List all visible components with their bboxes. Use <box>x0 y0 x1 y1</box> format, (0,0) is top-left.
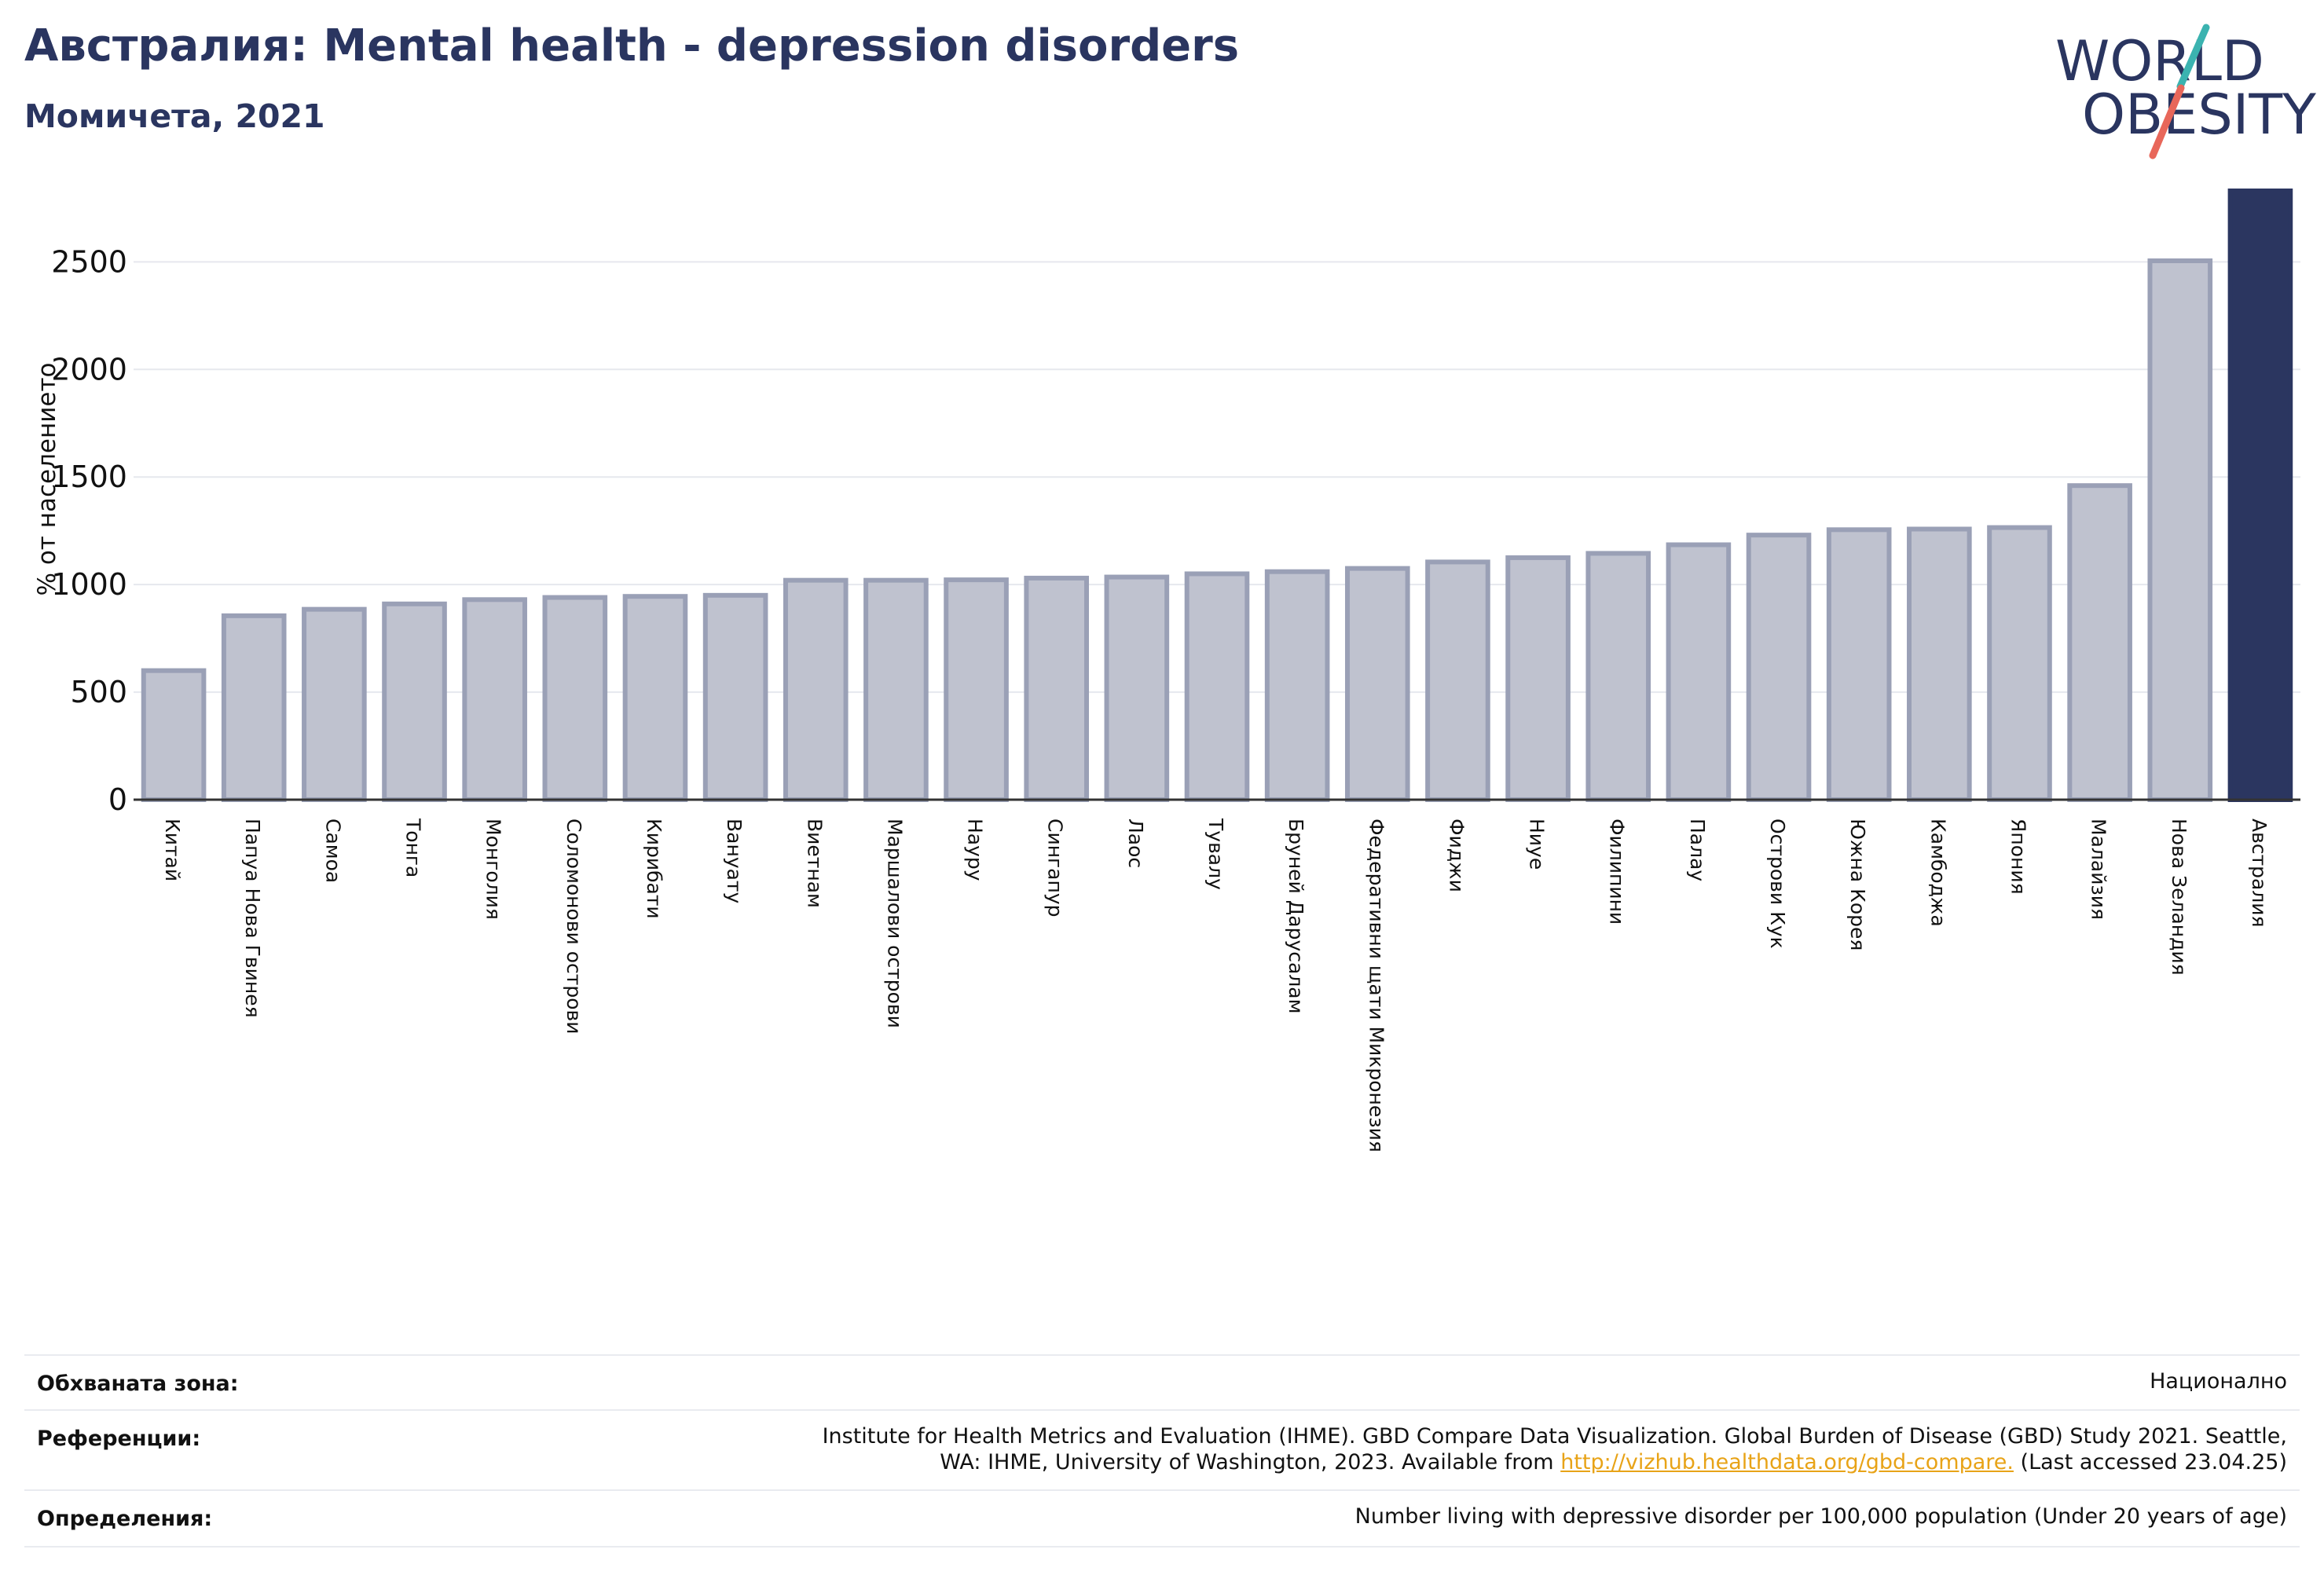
references-line-2: WA: IHME, University of Washington, 2023… <box>823 1449 2287 1475</box>
bar <box>1907 526 1972 802</box>
x-axis-labels: Китай Папуа Нова Гвинея Самоа Тонга Монголия… <box>161 818 2271 1152</box>
bar <box>462 597 527 802</box>
definitions-value: Number living with depressive disorder p… <box>1354 1504 2287 1529</box>
y-tick-label: 0 <box>108 782 127 817</box>
bar <box>1264 569 1330 802</box>
y-tick-label: 2000 <box>51 352 127 386</box>
x-tick-label: Маршалови острови <box>883 819 906 1028</box>
bar <box>863 577 929 802</box>
references-line-1: Institute for Health Metrics and Evaluat… <box>822 1424 2287 1449</box>
x-tick-label: Камбоджа <box>1926 819 1949 927</box>
footer-table: Обхваната зона: Национално Референции: I… <box>24 1354 2300 1548</box>
y-tick-label: 1500 <box>51 460 127 494</box>
x-tick-label: Острови Кук <box>1766 819 1789 949</box>
logo-text-obesity: OBESITY <box>2082 82 2316 147</box>
bar <box>542 595 608 803</box>
x-tick-label: Самоа <box>321 819 344 883</box>
x-tick-label: Федеративни щати Микронезия <box>1365 819 1387 1152</box>
x-tick-label: Нова Зеландия <box>2168 819 2190 976</box>
x-tick-label: Тувалу <box>1204 818 1227 890</box>
x-tick-label: Бруней Дарусалам <box>1285 819 1307 1013</box>
coverage-value: Национално <box>2150 1369 2287 1394</box>
bar <box>1666 542 1732 802</box>
bar-chart: 0 500 1000 1500 2000 2500 Китай Папуа Нова Гви… <box>33 189 2300 1152</box>
y-tick-label: 1000 <box>51 567 127 602</box>
references-line-2-post: (Last accessed 23.04.25) <box>2013 1450 2287 1474</box>
x-tick-label: Вануату <box>723 819 746 903</box>
bar <box>1024 575 1090 802</box>
footer-row-references: Референции: Institute for Health Metrics… <box>24 1409 2300 1489</box>
bar-highlight <box>2227 189 2293 802</box>
bar <box>302 606 367 803</box>
bar <box>1425 559 1490 802</box>
bar <box>1585 551 1651 802</box>
bar <box>1104 574 1170 802</box>
bar <box>2147 258 2213 802</box>
x-tick-label: Филипини <box>1606 819 1629 925</box>
x-tick-label: Палау <box>1686 819 1709 881</box>
world-obesity-logo: WORLD OBESITY <box>2055 24 2316 159</box>
x-tick-label: Кирибати <box>643 819 665 919</box>
x-tick-label: Виетнам <box>803 819 826 908</box>
logo-text-world: WORLD <box>2055 29 2264 93</box>
chart-subtitle: Момичета, 2021 <box>24 97 325 135</box>
bar <box>1987 525 2052 803</box>
references-line-2-pre: WA: IHME, University of Washington, 2023… <box>940 1450 1561 1474</box>
x-tick-label: Китай <box>161 819 184 881</box>
bar <box>1344 566 1410 803</box>
bar <box>382 601 447 802</box>
bar <box>944 577 1009 802</box>
bar <box>221 613 287 802</box>
y-axis-label: % от населението <box>33 363 61 596</box>
x-tick-label: Папуа Нова Гвинея <box>241 819 264 1018</box>
references-value: Institute for Health Metrics and Evaluat… <box>823 1423 2287 1475</box>
x-tick-label: Малайзия <box>2088 819 2110 920</box>
x-tick-label: Соломонови острови <box>563 819 585 1035</box>
bar <box>2067 483 2132 803</box>
bars <box>134 189 2300 803</box>
bar <box>1184 571 1250 802</box>
references-link[interactable]: http://vizhub.healthdata.org/gbd-compare… <box>1560 1450 2014 1474</box>
x-tick-label: Лаос <box>1124 819 1147 868</box>
bar <box>702 592 768 802</box>
x-tick-label: Тонга <box>402 818 425 877</box>
definitions-label: Определения: <box>37 1507 213 1531</box>
x-tick-label: Ниуе <box>1526 819 1549 870</box>
y-tick-label: 2500 <box>51 244 127 279</box>
chart-title: Австралия: Mental health - depression di… <box>24 20 1240 71</box>
bar <box>783 577 849 802</box>
coverage-label: Обхваната зона: <box>37 1372 239 1396</box>
bar <box>1826 527 1892 803</box>
y-axis-ticks: 0 500 1000 1500 2000 2500 <box>51 244 127 817</box>
logo-slash-teal <box>2176 24 2210 90</box>
y-tick-label: 500 <box>70 675 127 709</box>
x-tick-label: Япония <box>2007 819 2029 895</box>
x-tick-label: Фиджи <box>1445 819 1468 892</box>
footer-row-coverage: Обхваната зона: Национално <box>24 1354 2300 1409</box>
bar <box>622 594 688 803</box>
references-label: Референции: <box>37 1427 201 1451</box>
x-tick-label: Сингапур <box>1044 819 1067 918</box>
bar <box>141 668 207 802</box>
bar <box>1505 555 1571 802</box>
x-tick-label: Монголия <box>482 819 505 920</box>
x-tick-label: Науру <box>964 819 987 881</box>
logo-slash-red <box>2149 84 2185 159</box>
bar <box>1746 533 1812 802</box>
x-tick-label: Южна Корея <box>1846 819 1869 951</box>
footer-row-definitions: Определения: Number living with depressi… <box>24 1489 2300 1548</box>
x-tick-label: Австралия <box>2248 819 2271 928</box>
